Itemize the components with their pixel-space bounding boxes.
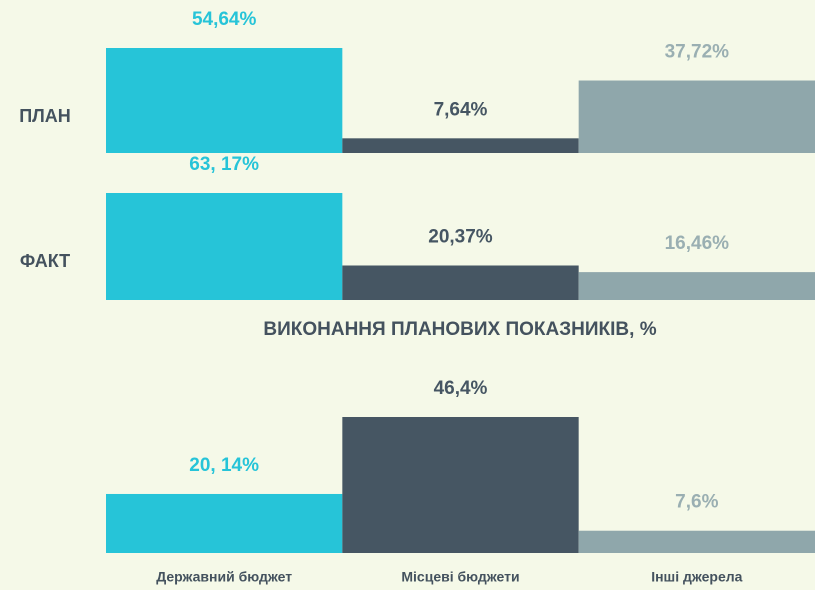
bar [342,138,579,153]
chart-title: ВИКОНАННЯ ПЛАНОВИХ ПОКАЗНИКІВ, % [263,319,656,340]
value-label: 20, 14% [189,455,259,476]
category-label: Інші джерела [651,569,742,585]
value-label: 46,4% [434,378,488,399]
row-label: ПЛАН [19,106,71,126]
value-label: 37,72% [665,42,730,63]
value-label: 54,64% [192,9,257,30]
bar [106,193,343,300]
value-label: 20,37% [428,227,493,248]
value-label: 16,46% [665,233,730,254]
value-label: 7,6% [675,492,718,513]
bar [106,48,343,153]
value-label: 63, 17% [189,154,259,175]
bar [342,417,579,553]
value-label: 7,64% [434,99,488,120]
row-label: ФАКТ [20,251,70,271]
bar [106,493,343,553]
bar [578,272,815,300]
bar [578,80,815,153]
category-label: Місцеві бюджети [401,569,519,585]
category-label: Державний бюджет [156,569,292,585]
bar [342,265,579,300]
bar [578,530,815,553]
